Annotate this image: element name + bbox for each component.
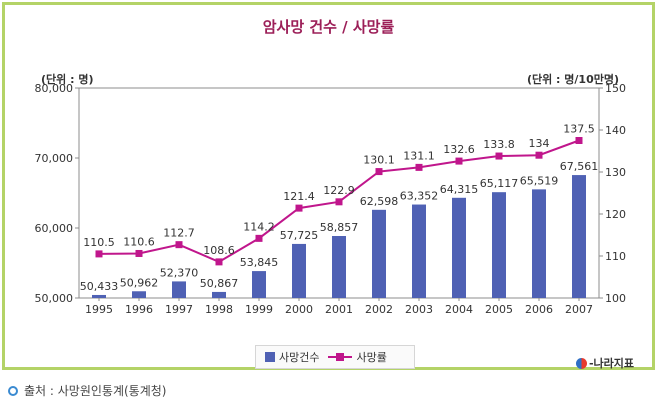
x-axis-tick-label: 2001 [325,303,353,316]
bar-value-label: 65,117 [480,177,519,190]
left-axis-tick-label: 80,000 [35,82,74,95]
bar-value-label: 53,845 [240,256,279,269]
bar-value-label: 57,725 [280,229,319,242]
rate-value-label: 132.6 [443,143,475,156]
brand-label: -나라지표 [588,357,634,370]
x-axis-tick-label: 1999 [245,303,273,316]
bar-value-label: 50,867 [200,277,239,290]
rate-value-label: 110.6 [123,235,155,248]
rate-point [495,152,503,160]
chart-legend: 사망건수 사망률 [255,345,415,369]
bar-value-label: 63,352 [400,190,439,203]
rate-point [415,163,423,171]
bar [252,271,266,298]
source-text: 출처 : 사망원인통계(통계청) [24,384,167,398]
bar [92,294,106,298]
x-axis-tick-label: 2000 [285,303,313,316]
bar-value-label: 52,370 [160,266,199,279]
rate-point [295,204,303,212]
bar-value-label: 64,315 [440,183,479,196]
bar [292,243,306,298]
right-axis-tick-label: 120 [605,208,626,221]
bar-value-label: 62,598 [360,195,399,208]
rate-value-label: 134 [529,137,550,150]
rate-value-label: 131.1 [403,149,435,162]
source-note: 출처 : 사망원인통계(통계청) [8,382,166,399]
bar [132,291,146,298]
legend-line-label: 사망률 [356,351,387,364]
rate-value-label: 108.6 [203,244,235,257]
rate-value-label: 133.8 [483,138,515,151]
bar [372,209,386,298]
rate-value-label: 121.4 [283,190,315,203]
bar [572,175,586,298]
bar-value-label: 50,962 [120,276,159,289]
right-axis-tick-label: 140 [605,124,626,137]
bar [412,204,426,298]
x-axis-tick-label: 2007 [565,303,593,316]
right-axis-tick-label: 110 [605,250,626,263]
rate-point [335,198,343,206]
x-axis-tick-label: 2002 [365,303,393,316]
bar-value-label: 67,561 [560,160,599,173]
left-axis-tick-label: 60,000 [35,222,74,235]
x-axis-tick-label: 2006 [525,303,553,316]
rate-point [135,249,143,257]
rate-value-label: 114.2 [243,220,275,233]
right-axis-tick-label: 130 [605,166,626,179]
rate-point [575,137,583,144]
bar-value-label: 50,433 [80,280,119,293]
legend-bar-label: 사망건수 [279,351,320,364]
rate-point [455,157,463,165]
rate-point [215,258,223,266]
bar [492,192,506,298]
right-axis-unit: (단위 : 명/10만명) [526,73,619,86]
bar-value-label: 65,519 [520,174,559,187]
rate-point [375,168,383,176]
right-axis-tick-label: 100 [605,292,626,305]
x-axis-tick-label: 1995 [85,303,113,316]
rate-point [175,241,183,249]
legend-bar-swatch-icon [265,352,275,362]
nara-logo-icon [575,357,587,369]
bar [452,197,466,298]
legend-item-bars: 사망건수 [265,349,319,365]
x-axis-tick-label: 1997 [165,303,193,316]
chart-title: 암사망 건수 / 사망률 [262,18,395,36]
rate-point [255,234,263,242]
left-axis-tick-label: 50,000 [35,292,74,305]
legend-item-line: 사망률 [328,349,387,365]
rate-value-label: 112.7 [163,227,195,240]
x-axis-tick-label: 1996 [125,303,153,316]
x-axis-tick-label: 2005 [485,303,513,316]
bar-value-label: 58,857 [320,221,359,234]
bar [212,291,226,298]
rate-point [535,151,543,159]
bullet-circle-icon [8,385,18,396]
legend-line-swatch-icon [328,352,353,362]
rate-value-label: 122.9 [323,184,355,197]
bar [532,189,546,298]
rate-value-label: 110.5 [83,236,115,249]
x-axis-tick-label: 2003 [405,303,433,316]
left-axis-tick-label: 70,000 [35,152,74,165]
rate-value-label: 130.1 [363,154,395,167]
rate-point [95,250,103,258]
x-axis-tick-label: 2004 [445,303,473,316]
left-axis-unit: (단위 : 명) [41,73,94,86]
x-axis-tick-label: 1998 [205,303,233,316]
bar [332,236,346,298]
nara-indicator-brand[interactable]: -나라지표 [575,355,634,371]
bar [172,281,186,298]
rate-value-label: 137.5 [563,123,595,136]
right-axis-tick-label: 150 [605,82,626,95]
